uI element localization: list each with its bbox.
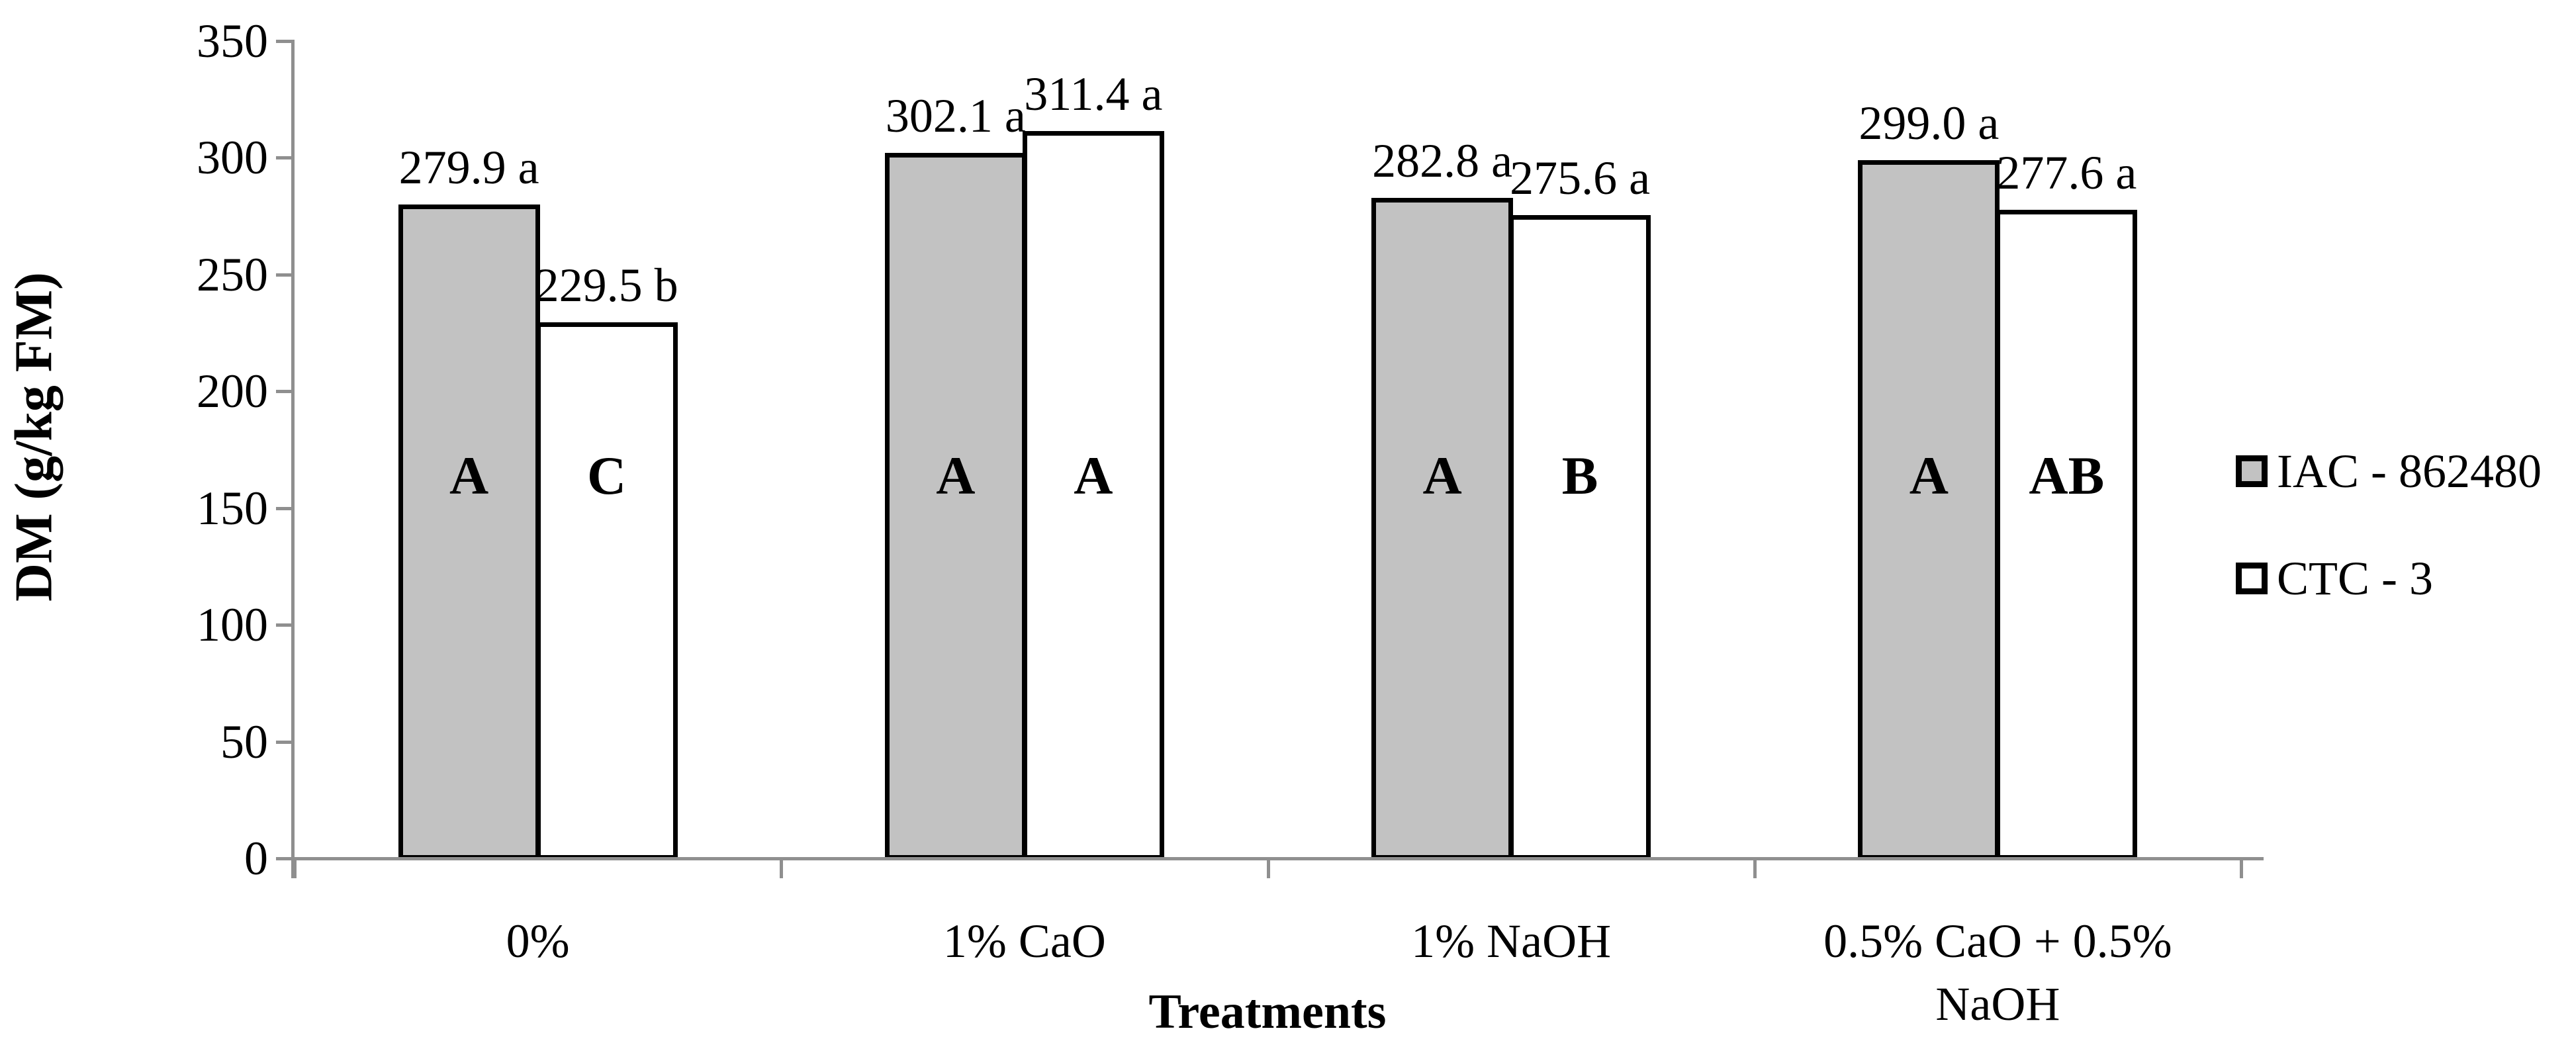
bar-ctc-0 (535, 322, 678, 860)
category-label: 1% NaOH (1411, 915, 1612, 968)
category-label: 0.5% CaO + 0.5% NaOH (1823, 915, 2172, 1031)
bar-ctc-3 (1996, 210, 2138, 860)
legend-swatch-iac (2236, 455, 2268, 487)
legend-swatch-ctc (2236, 563, 2268, 594)
y-tick-label: 0 (244, 832, 268, 885)
category-label: 1% CaO (943, 915, 1106, 968)
y-tick-label: 300 (197, 131, 268, 185)
y-tick-label: 50 (220, 715, 268, 768)
legend-item-iac: IAC - 862480 (2236, 447, 2542, 495)
bar-value-label: 229.5 b (535, 259, 678, 312)
bar-iac-0 (398, 205, 540, 860)
bar-letter: A (936, 445, 976, 506)
y-tick-label: 250 (197, 248, 268, 301)
category-label: 0% (506, 915, 570, 968)
bar-ctc-1 (1022, 131, 1164, 860)
bar-letter: B (1561, 445, 1598, 506)
bar-letter: A (1909, 445, 1949, 506)
bar-letter: AB (2029, 445, 2105, 506)
bar-value-label: 277.6 a (1996, 146, 2137, 200)
bar-letter: C (587, 445, 627, 506)
x-axis-title: Treatments (1148, 985, 1387, 1039)
x-tick-mark (1753, 858, 1757, 878)
bar-ctc-2 (1509, 214, 1651, 860)
y-tick-mark (276, 40, 295, 43)
legend-label: CTC - 3 (2277, 552, 2434, 605)
y-tick-mark (276, 156, 295, 160)
bar-value-label: 275.6 a (1510, 151, 1651, 205)
bar-letter: A (1422, 445, 1462, 506)
y-tick-mark (276, 390, 295, 394)
y-tick-label: 350 (197, 15, 268, 68)
y-tick-mark (276, 740, 295, 744)
bar-value-label: 279.9 a (398, 141, 539, 195)
x-axis-line (276, 857, 2264, 860)
y-tick-label: 200 (197, 365, 268, 418)
legend-item-ctc: CTC - 3 (2236, 555, 2542, 602)
bar-value-label: 282.8 a (1372, 134, 1513, 188)
y-tick-mark (276, 506, 295, 510)
bar-iac-1 (884, 153, 1027, 860)
bar-letter: A (1074, 445, 1113, 506)
bar-value-label: 311.4 a (1024, 68, 1163, 121)
legend: IAC - 862480 CTC - 3 (2236, 447, 2542, 602)
bar-value-label: 299.0 a (1859, 96, 2000, 150)
x-tick-mark (1266, 858, 1270, 878)
bar-iac-3 (1858, 159, 2000, 860)
x-tick-mark (2240, 858, 2243, 878)
x-tick-mark (780, 858, 784, 878)
y-tick-label: 100 (197, 598, 268, 652)
y-axis-line (291, 41, 295, 878)
y-tick-mark (276, 273, 295, 277)
bar-value-label: 302.1 a (885, 89, 1026, 143)
bar-letter: A (449, 445, 489, 506)
bar-iac-2 (1371, 198, 1514, 860)
y-tick-mark (276, 623, 295, 627)
legend-label: IAC - 862480 (2277, 445, 2542, 498)
y-tick-label: 150 (197, 481, 268, 535)
x-tick-mark (293, 858, 297, 878)
